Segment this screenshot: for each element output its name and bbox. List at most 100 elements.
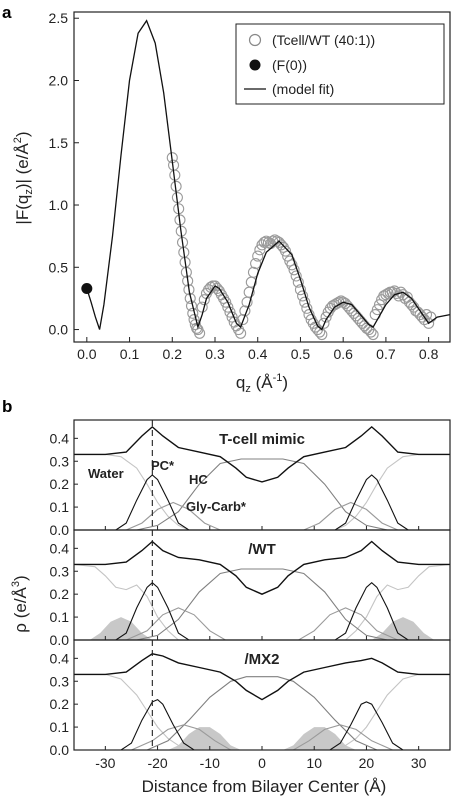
data-point	[286, 259, 298, 271]
plot-a-frame	[73, 11, 451, 343]
f0-point	[81, 282, 93, 294]
x-tick-label-a: 0.6	[333, 346, 353, 362]
data-point	[275, 239, 287, 251]
y-tick-label-a: 1.5	[49, 135, 69, 151]
label-pc: PC*	[151, 458, 175, 473]
y-tick-label-b: 0.2	[50, 476, 70, 492]
y-tick-label-b: 0.4	[50, 540, 70, 556]
data-point	[235, 327, 247, 339]
legend-open-circle-marker	[248, 33, 262, 47]
data-point	[297, 290, 309, 302]
hc-profile	[74, 568, 450, 641]
x-tick-label-b: 20	[359, 755, 375, 771]
y-tick-label-b: 0.0	[50, 632, 70, 648]
y-tick-label-b: 0.2	[50, 586, 70, 602]
data-point	[367, 328, 379, 341]
data-point	[303, 309, 315, 321]
data-point	[358, 320, 371, 332]
y-tick-label-b: 0.4	[50, 650, 70, 666]
plot-a: 0.0 0.1 0.2 0.3 0.4 0.5 0.6 0.7 0.8 0.0 0.5 1.0 1.5 2…	[49, 10, 451, 362]
y-tick-label-b: 0.3	[50, 673, 70, 689]
data-point	[211, 282, 223, 295]
water-profile	[74, 453, 450, 531]
label-water: Water	[88, 466, 124, 481]
model-fit-line	[86, 19, 451, 331]
x-tick-label-b: 10	[306, 755, 322, 771]
pc-profile	[115, 581, 409, 641]
data-point	[294, 284, 307, 296]
water-profile	[74, 673, 450, 751]
hc-profile	[74, 676, 450, 751]
x-tick-label-a: 0.1	[120, 346, 140, 362]
y-tick-label-a: 2.5	[49, 10, 69, 26]
y-tick-label-a: 0.5	[49, 259, 69, 275]
data-point	[258, 236, 270, 248]
data-point	[299, 296, 311, 308]
legend-box	[235, 23, 445, 105]
subpanel-title: /MX2	[244, 651, 279, 668]
data-point	[301, 302, 313, 314]
shaded-component	[74, 617, 153, 640]
total-density-profile	[74, 425, 450, 483]
data-point	[256, 239, 268, 251]
x-tick-label-b: 30	[411, 755, 427, 771]
x-tick-label-a: 0.4	[248, 346, 268, 362]
pc-profile	[115, 474, 409, 531]
y-axis-title-a: |F(qz)| (e/Å2)	[12, 131, 35, 224]
y-tick-label-a: 2.0	[49, 72, 69, 88]
data-point	[220, 296, 232, 308]
x-tick-label-b: -30	[95, 755, 115, 771]
data-point	[279, 245, 292, 257]
y-tick-label-b: 0.1	[50, 499, 70, 515]
panel-label-b: b	[2, 397, 12, 416]
x-tick-label-a: 0.0	[77, 346, 97, 362]
data-point	[292, 276, 304, 288]
data-point	[418, 314, 430, 326]
data-point	[365, 326, 377, 338]
data-point	[288, 264, 300, 276]
x-tick-label-b: -20	[147, 755, 167, 771]
subpanel-frame	[73, 639, 451, 751]
y-tick-label-b: 0.2	[50, 696, 70, 712]
panel-label-a: a	[2, 3, 12, 22]
x-tick-label-b: 0	[258, 755, 266, 771]
data-point	[237, 314, 249, 326]
data-point	[271, 235, 283, 247]
hc-profile	[74, 458, 450, 531]
x-axis-title-a: qz (Å-1)	[236, 372, 288, 395]
total-density-profile	[74, 540, 450, 595]
y-tick-label-b: 0.1	[50, 609, 70, 625]
data-point	[391, 287, 403, 299]
legend: (Tcell/WT (40:1)) (F(0)) (model fit)	[235, 23, 445, 105]
x-tick-label-b: -10	[200, 755, 220, 771]
legend-label-f0: (F(0))	[272, 57, 307, 73]
data-point	[194, 327, 206, 339]
y-tick-label-b: 0.1	[50, 719, 70, 735]
x-tick-label-a: 0.3	[205, 346, 225, 362]
data-point	[250, 257, 262, 270]
data-point	[337, 296, 349, 308]
data-point	[361, 322, 373, 334]
legend-label-data: (Tcell/WT (40:1))	[272, 32, 375, 48]
gly-carb-profile	[125, 501, 399, 531]
x-tick-label-a: 0.5	[291, 346, 311, 362]
gly-carb-profile	[125, 607, 399, 641]
data-point	[382, 287, 394, 299]
y-axis-title-b: ρ (e/Å3)	[10, 575, 30, 632]
y-tick-label-b: 0.0	[50, 742, 70, 758]
label-gly-carb: Gly-Carb*	[186, 499, 247, 514]
data-point	[320, 311, 332, 323]
x-tick-label-a: 0.2	[163, 346, 183, 362]
data-point	[318, 317, 330, 329]
x-tick-label-a: 0.8	[419, 346, 439, 362]
data-point	[373, 299, 386, 311]
data-point	[423, 317, 435, 329]
shaded-component	[371, 617, 450, 640]
y-tick-label-a: 1.0	[49, 197, 69, 213]
label-hc: HC	[189, 472, 208, 487]
y-tick-label-b: 0.4	[50, 430, 70, 446]
data-point	[290, 270, 302, 282]
y-tick-label-b: 0.0	[50, 522, 70, 538]
data-point	[252, 250, 264, 262]
